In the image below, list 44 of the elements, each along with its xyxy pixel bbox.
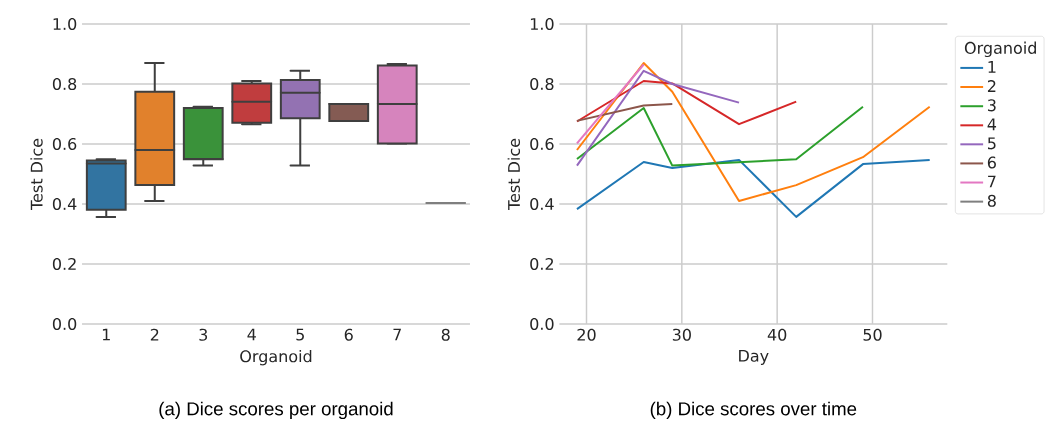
x-tick-label: 2	[150, 328, 159, 341]
y-tick-label: 0.0	[52, 317, 77, 331]
text: (a) Dice scores per organoid	[159, 401, 393, 420]
x-tick-label: 50	[863, 328, 882, 341]
legend-label: 5	[988, 137, 996, 150]
x-tick-label: 8	[441, 328, 450, 341]
legend-label: 2	[987, 80, 996, 92]
line-series	[575, 105, 864, 167]
legend-label: 3	[987, 99, 996, 112]
y-tick-label: 1.0	[530, 17, 554, 31]
text: (b) Dice scores over time	[650, 401, 857, 420]
x-tick-label: 3	[199, 328, 208, 341]
legend-label: 6	[987, 156, 996, 169]
x-tick-label: 1	[102, 328, 110, 341]
y-tick-label: 0.0	[530, 317, 554, 331]
x-axis-title: Organoid	[240, 349, 312, 366]
legend-label: 8	[987, 194, 996, 207]
x-tick-label: 5	[296, 328, 304, 341]
x-tick-label: 4	[247, 328, 256, 341]
line-series	[575, 69, 741, 167]
x-tick-label: 7	[393, 328, 401, 341]
y-tick-label: 1.0	[53, 17, 77, 31]
y-tick-label: 0.4	[530, 197, 554, 211]
legend-title: Organoid	[964, 41, 1036, 58]
line-series	[575, 158, 931, 218]
y-tick-label: 0.4	[52, 197, 77, 211]
y-tick-label: 0.2	[52, 257, 76, 271]
x-tick-label: 40	[767, 328, 787, 341]
legend-label: 7	[988, 175, 996, 188]
legend-label: 1	[988, 61, 996, 73]
y-tick-label: 0.2	[530, 257, 554, 271]
x-tick-label: 30	[672, 328, 691, 341]
y-axis-title: Test Dice	[507, 138, 521, 211]
y-axis-title: Test Dice	[30, 138, 43, 211]
line-series	[575, 80, 798, 126]
x-axis-title: Day	[739, 349, 769, 365]
y-tick-label: 0.8	[52, 77, 77, 91]
x-tick-label: 20	[577, 328, 596, 341]
legend-label: 4	[987, 118, 997, 131]
x-tick-label: 6	[344, 328, 353, 341]
y-tick-label: 0.6	[530, 137, 554, 151]
line-series	[575, 61, 931, 202]
y-tick-label: 0.6	[52, 137, 77, 151]
y-tick-label: 0.8	[530, 77, 554, 91]
